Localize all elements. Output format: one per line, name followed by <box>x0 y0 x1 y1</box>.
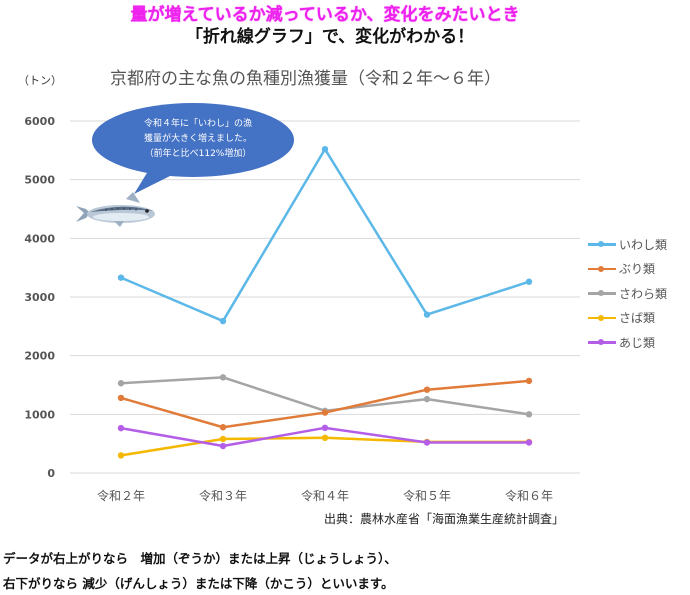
callout-text: 令和４年に「いわし」の漁 獲量が大きく増えました。 （前年と比べ112%増加） <box>118 117 278 162</box>
data-point <box>423 395 431 403</box>
legend-item: いわし類 <box>588 232 667 257</box>
data-point <box>525 411 533 418</box>
y-tick-label: 6000 <box>24 115 55 128</box>
legend-label: あじ類 <box>619 335 656 350</box>
legend-item: さば類 <box>588 306 667 331</box>
legend-swatch-icon <box>588 338 616 346</box>
x-tick-label: 令和５年 <box>403 488 451 503</box>
explanation-line: データが右上がりなら 増加（ぞうか）または上昇（じょうしょう）、 <box>3 551 397 566</box>
legend-item: あじ類 <box>588 330 667 355</box>
data-point <box>423 311 431 318</box>
legend-swatch-icon <box>588 289 616 297</box>
data-point <box>321 409 329 416</box>
data-point <box>219 374 227 381</box>
data-point <box>219 424 227 431</box>
legend-label: ぶり類 <box>619 262 656 277</box>
data-point <box>525 377 533 385</box>
x-tick-label: 令和２年 <box>97 488 145 503</box>
legend-label: さわら類 <box>619 286 668 301</box>
data-point <box>321 434 329 441</box>
data-point <box>219 435 227 443</box>
data-point <box>321 424 329 432</box>
explanation-line: 右下がりなら 減少（げんしょう）または下降（かこう）といいます。 <box>3 576 394 591</box>
data-point <box>321 145 329 153</box>
headline-sub: 「折れ線グラフ」で、変化がわかる！ <box>185 27 475 47</box>
data-point <box>423 439 431 446</box>
legend-item: ぶり類 <box>588 257 667 282</box>
y-axis-ticks: 0 1000 2000 3000 4000 5000 6000 <box>24 115 55 480</box>
x-tick-label: 令和４年 <box>301 488 349 503</box>
legend-swatch-icon <box>588 240 616 248</box>
data-point <box>117 274 125 281</box>
x-tick-label: 令和６年 <box>505 488 553 503</box>
data-point <box>525 278 533 285</box>
data-point <box>219 317 227 325</box>
data-point <box>117 394 125 402</box>
data-point <box>423 386 431 393</box>
y-tick-label: 2000 <box>24 350 55 363</box>
callout-bubble <box>92 103 294 194</box>
data-point <box>525 439 533 446</box>
y-tick-label: 5000 <box>24 174 55 187</box>
x-tick-label: 令和３年 <box>199 488 247 503</box>
data-point <box>219 442 227 450</box>
sardine-fish-icon <box>76 192 155 227</box>
chart-legend: いわし類 ぶり類 さわら類 さば類 あじ類 <box>588 232 667 355</box>
source-citation: 出典：農林水産省「海面漁業生産統計調査」 <box>324 512 565 526</box>
y-axis-unit-label: （トン） <box>18 74 62 87</box>
y-tick-label: 0 <box>47 467 55 480</box>
x-axis-ticks: 令和２年 令和３年 令和４年 令和５年 令和６年 <box>97 488 553 503</box>
y-tick-label: 4000 <box>24 232 55 245</box>
y-tick-label: 1000 <box>24 408 55 421</box>
data-point <box>117 452 125 459</box>
legend-label: さば類 <box>619 311 656 326</box>
callout-line: 令和４年に「いわし」の漁 <box>143 119 252 129</box>
data-point <box>117 424 125 432</box>
y-tick-label: 3000 <box>24 291 55 304</box>
headline-main: 量が増えているか減っているか、変化をみたいとき <box>130 5 520 25</box>
series-lines <box>117 145 533 459</box>
legend-swatch-icon <box>588 314 616 322</box>
legend-swatch-icon <box>588 265 616 273</box>
chart-title: 京都府の主な魚の魚種別漁獲量（令和２年～６年） <box>110 69 501 89</box>
legend-item: さわら類 <box>588 281 667 306</box>
legend-label: いわし類 <box>619 237 668 252</box>
callout-line: （前年と比べ112%増加） <box>144 149 252 159</box>
data-point <box>117 380 125 387</box>
callout-line: 獲量が大きく増えました。 <box>143 134 252 144</box>
